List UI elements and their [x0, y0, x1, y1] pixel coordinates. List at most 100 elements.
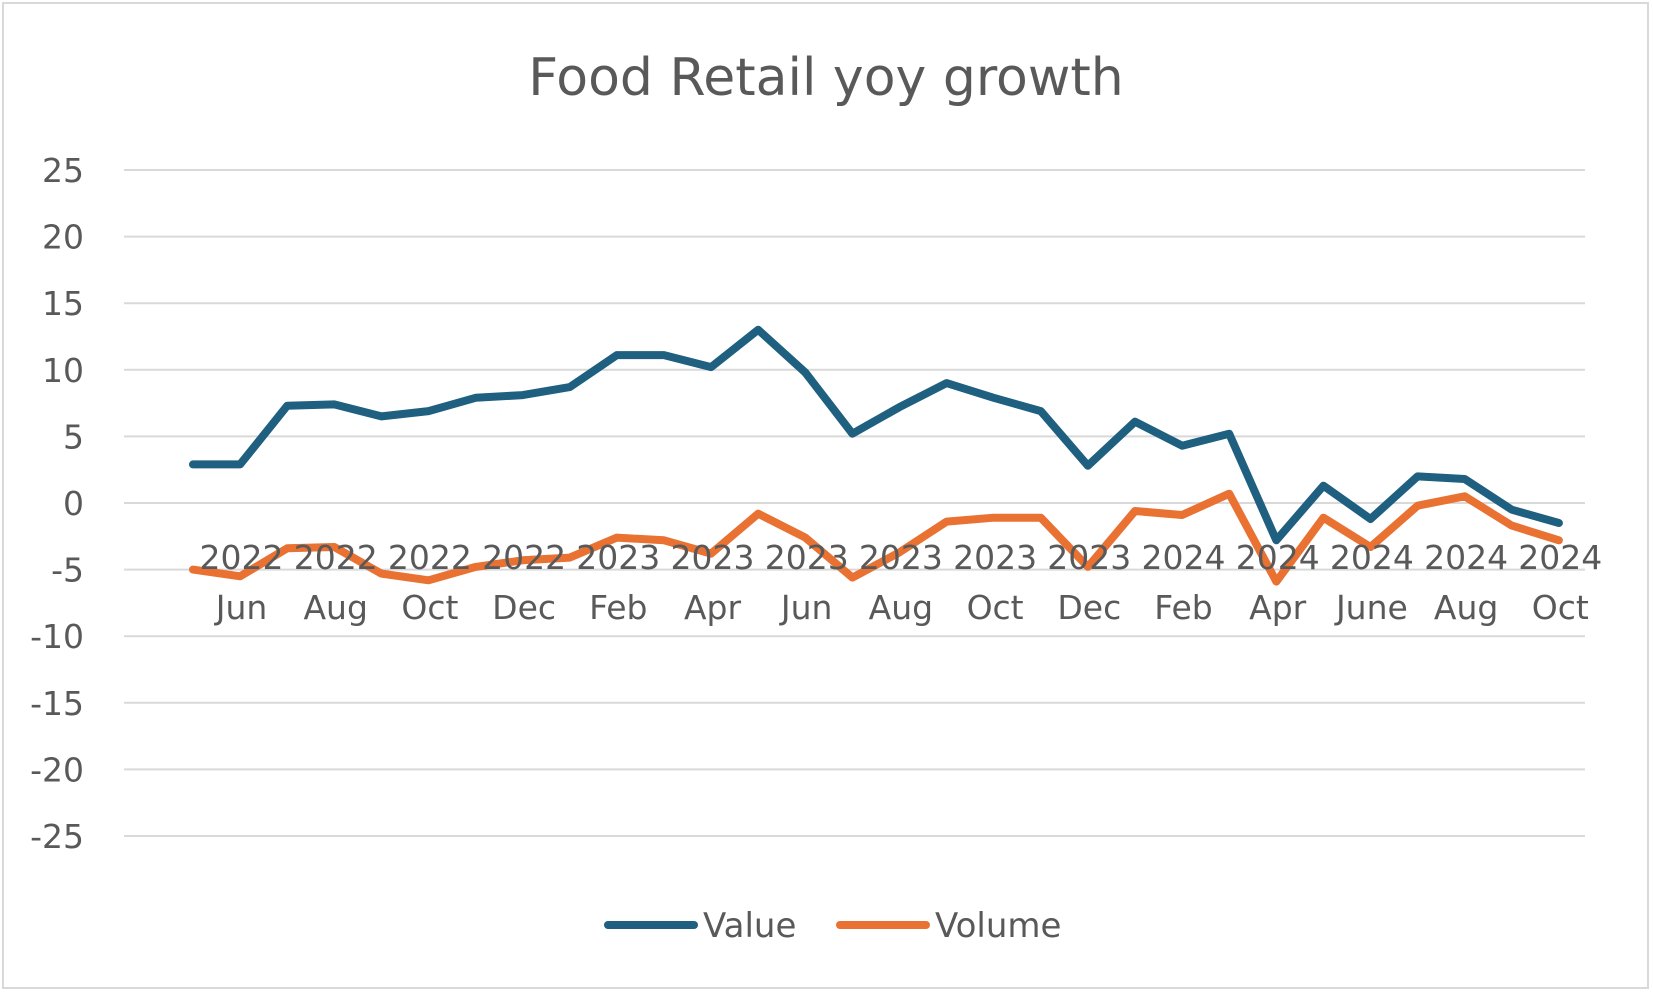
data-point-value [1322, 485, 1324, 487]
y-tick-label: -10 [30, 617, 84, 656]
x-tick-month: Jun [779, 588, 833, 627]
y-tick-label: -5 [51, 551, 84, 590]
x-tick-year: 2024 [1424, 538, 1508, 577]
y-tick-label: -15 [30, 684, 84, 723]
data-point-value [239, 463, 241, 465]
data-point-volume [239, 575, 241, 577]
x-tick-year: 2024 [1330, 538, 1414, 577]
data-point-volume [1275, 581, 1277, 583]
x-tick-month: Oct [401, 588, 458, 627]
data-point-volume [333, 546, 335, 548]
x-tick-label: 2024 Feb [1142, 538, 1226, 627]
data-point-value [663, 354, 665, 356]
x-tick-year: 2023 [765, 538, 849, 577]
data-point-volume [663, 539, 665, 541]
x-tick-label: 2022 Jun [200, 538, 284, 627]
data-point-volume [710, 553, 712, 555]
data-point-volume [1040, 517, 1042, 519]
data-point-value [475, 397, 477, 399]
x-tick-year: 2023 [671, 538, 755, 577]
series-line-value [189, 325, 1563, 545]
y-tick-label: 10 [42, 351, 84, 390]
data-point-value [1464, 478, 1466, 480]
y-tick-label: 0 [63, 484, 84, 523]
x-tick-year: 2023 [576, 538, 660, 577]
y-tick-label: -25 [30, 817, 84, 856]
data-point-value [286, 405, 288, 407]
legend-label: Volume [935, 906, 1061, 946]
x-tick-year: 2023 [1047, 538, 1131, 577]
x-tick-label: 2023 Apr [671, 538, 755, 627]
y-tick-label: 5 [63, 417, 84, 456]
x-tick-year: 2024 [1518, 538, 1602, 577]
data-point-volume [1181, 514, 1183, 516]
x-tick-year: 2022 [200, 538, 284, 577]
x-tick-month: Aug [869, 588, 933, 627]
y-tick-label: -20 [30, 750, 84, 789]
data-point-volume [993, 517, 995, 519]
data-point-volume [569, 557, 571, 559]
data-point-volume [804, 537, 806, 539]
data-point-volume [522, 559, 524, 561]
x-tick-year: 2023 [953, 538, 1037, 577]
data-point-volume [192, 569, 194, 571]
x-tick-label: 2024 Aug [1424, 538, 1508, 627]
x-tick-year: 2022 [388, 538, 472, 577]
x-tick-month: Aug [303, 588, 367, 627]
data-point-volume [286, 547, 288, 549]
y-tick-label: 25 [42, 151, 84, 190]
data-point-volume [946, 521, 948, 523]
data-point-value [380, 415, 382, 417]
x-tick-label: 2022 Oct [388, 538, 472, 627]
series-lines [189, 325, 1563, 586]
x-tick-label: 2024 Apr [1236, 538, 1320, 627]
y-tick-label: 20 [42, 218, 84, 257]
data-point-value [1087, 465, 1089, 467]
data-point-value [1558, 522, 1560, 524]
data-point-value [522, 394, 524, 396]
data-point-value [569, 386, 571, 388]
data-point-value [946, 382, 948, 384]
legend-item-volume: Volume [836, 906, 1061, 946]
legend-item-value: Value [604, 906, 796, 946]
data-point-value [710, 366, 712, 368]
data-point-value [1275, 539, 1277, 541]
data-point-value [1134, 421, 1136, 423]
x-tick-month: June [1334, 588, 1408, 627]
data-point-value [993, 397, 995, 399]
x-tick-label: 2023 Dec [1047, 538, 1131, 627]
data-point-value [428, 410, 429, 412]
x-tick-label: 2022 Aug [294, 538, 378, 627]
data-point-value [899, 406, 900, 408]
data-point-volume [475, 566, 477, 568]
x-tick-label: 2024 June [1330, 538, 1414, 627]
x-tick-label: 2023 Feb [576, 538, 660, 627]
data-point-value [192, 463, 194, 465]
x-tick-month: Apr [684, 588, 742, 627]
data-point-value [1181, 445, 1183, 447]
x-tick-label: 2023 Aug [859, 538, 943, 627]
data-point-volume [380, 573, 382, 575]
data-point-volume [616, 537, 618, 539]
gridlines [124, 169, 1585, 837]
data-point-value [851, 433, 853, 435]
data-point-volume [1417, 505, 1419, 507]
x-tick-month: Aug [1434, 588, 1498, 627]
data-point-volume [1087, 566, 1089, 568]
x-tick-year: 2022 [294, 538, 378, 577]
data-point-volume [757, 513, 759, 515]
x-tick-year: 2024 [1236, 538, 1320, 577]
data-point-value [757, 329, 759, 331]
x-tick-month: Oct [967, 588, 1024, 627]
x-tick-month: Apr [1249, 588, 1307, 627]
data-point-volume [1322, 517, 1324, 519]
x-tick-year: 2023 [859, 538, 943, 577]
chart-title: Food Retail yoy growth [528, 48, 1124, 108]
data-point-volume [428, 579, 429, 581]
data-point-volume [1134, 510, 1136, 512]
x-tick-label: 2023 Oct [953, 538, 1037, 627]
data-point-volume [1464, 495, 1466, 497]
x-tick-label: 2022 Dec [482, 538, 566, 627]
